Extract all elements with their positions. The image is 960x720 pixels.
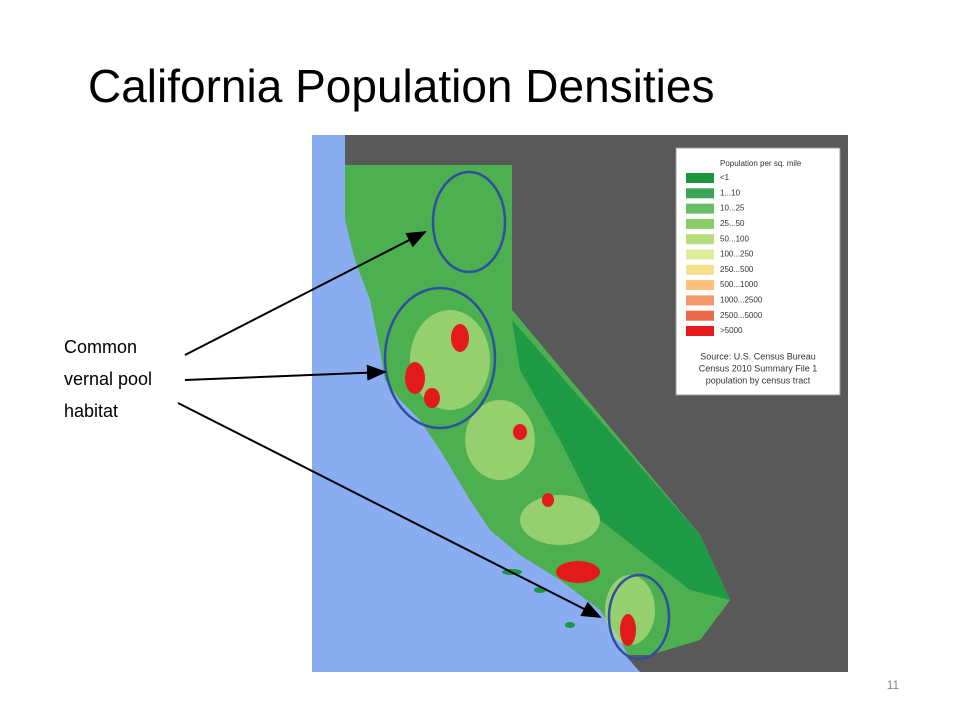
annotation-line: Common — [64, 337, 137, 357]
legend-swatch — [686, 218, 714, 229]
mid-density-areas — [410, 310, 655, 645]
desert-region — [512, 320, 730, 600]
source-line: Source: U.S. Census Bureau — [700, 351, 816, 361]
legend-swatch — [686, 326, 714, 336]
legend-label: 250...500 — [720, 265, 754, 274]
legend-label: 25...50 — [720, 219, 745, 228]
source-line: population by census tract — [706, 375, 811, 385]
page-number: 11 — [887, 678, 900, 692]
legend-label: 2500...5000 — [720, 311, 763, 320]
source-line: Census 2010 Summary File 1 — [699, 363, 818, 373]
annotation-line: habitat — [64, 401, 118, 421]
legend-label: 10...25 — [720, 204, 745, 213]
legend-label: 100...250 — [720, 250, 754, 259]
legend-label: 500...1000 — [720, 280, 758, 289]
legend-swatch — [686, 295, 714, 306]
legend-entries: <1 1...10 10...25 25...50 50...100 100...250 2… — [686, 173, 763, 336]
legend-swatch — [686, 310, 714, 321]
high-density-areas — [405, 324, 636, 646]
slide-title: California Population Densities — [88, 60, 714, 112]
legend-label: <1 — [720, 173, 730, 182]
legend-swatch — [686, 188, 714, 199]
legend-swatch — [686, 203, 714, 214]
legend-swatch — [686, 234, 714, 245]
source-note: Source: U.S. Census Bureau Census 2010 Su… — [699, 351, 818, 385]
legend-label: 50...100 — [720, 234, 749, 243]
legend-swatch — [686, 173, 714, 183]
legend-label: >5000 — [720, 326, 743, 335]
legend-swatch — [686, 249, 714, 260]
legend-title: Population per sq. mile — [720, 159, 802, 168]
annotation-line: vernal pool — [64, 369, 152, 389]
legend-swatch — [686, 280, 714, 291]
legend-label: 1000...2500 — [720, 296, 763, 305]
arrows — [177, 231, 602, 618]
legend-label: 1...10 — [720, 188, 741, 197]
map: Population per sq. mile <1 1...10 10...25 2… — [312, 135, 848, 672]
legend-swatch — [686, 264, 714, 275]
habitat-circles — [383, 170, 671, 661]
annotation: Common vernal pool habitat — [64, 337, 152, 421]
